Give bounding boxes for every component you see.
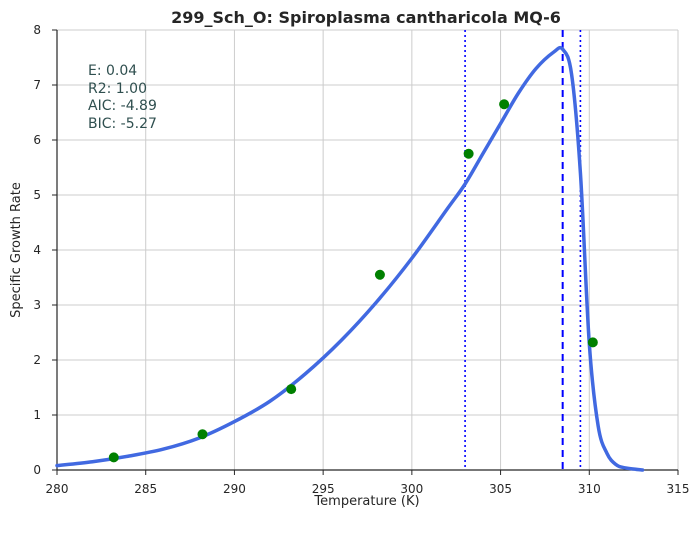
stat-bic: BIC: -5.27 (88, 116, 157, 132)
data-point (286, 384, 297, 395)
data-point (197, 429, 208, 440)
y-tick-label: 1 (33, 408, 41, 422)
vertical-lines (464, 30, 582, 470)
y-tick-label: 2 (33, 353, 41, 367)
data-point (587, 337, 598, 348)
y-tick-label: 7 (33, 78, 41, 92)
x-tick-label: 285 (134, 482, 157, 496)
fitted-curve-line (55, 45, 645, 472)
stat-e: E: 0.04 (88, 63, 137, 79)
series (55, 45, 645, 472)
data-point (463, 148, 474, 159)
y-tick-label: 6 (33, 133, 41, 147)
chart-title: 299_Sch_O: Spiroplasma cantharicola MQ-6 (171, 8, 561, 27)
y-axis-label: Specific Growth Rate (9, 182, 24, 318)
x-tick-label: 280 (46, 482, 69, 496)
stats-annotation: E: 0.04 R2: 1.00 AIC: -4.89 BIC: -5.27 (88, 63, 157, 132)
y-ticks: 0 1 2 3 4 5 6 7 8 (33, 23, 57, 477)
stat-aic: AIC: -4.89 (88, 98, 157, 114)
data-point (374, 269, 385, 280)
y-tick-label: 5 (33, 188, 41, 202)
y-tick-label: 0 (33, 463, 41, 477)
stat-r2: R2: 1.00 (88, 81, 147, 97)
data-point (108, 452, 119, 463)
y-tick-label: 8 (33, 23, 41, 37)
y-tick-label: 4 (33, 243, 41, 257)
x-tick-label: 300 (400, 482, 423, 496)
y-tick-label: 3 (33, 298, 41, 312)
x-ticks: 280 285 290 295 300 305 310 315 (46, 470, 690, 496)
x-tick-label: 315 (667, 482, 690, 496)
x-tick-label: 310 (578, 482, 601, 496)
x-tick-label: 295 (312, 482, 335, 496)
x-tick-label: 305 (489, 482, 512, 496)
x-axis-label: Temperature (K) (313, 494, 419, 509)
x-tick-label: 290 (223, 482, 246, 496)
data-point (499, 99, 510, 110)
